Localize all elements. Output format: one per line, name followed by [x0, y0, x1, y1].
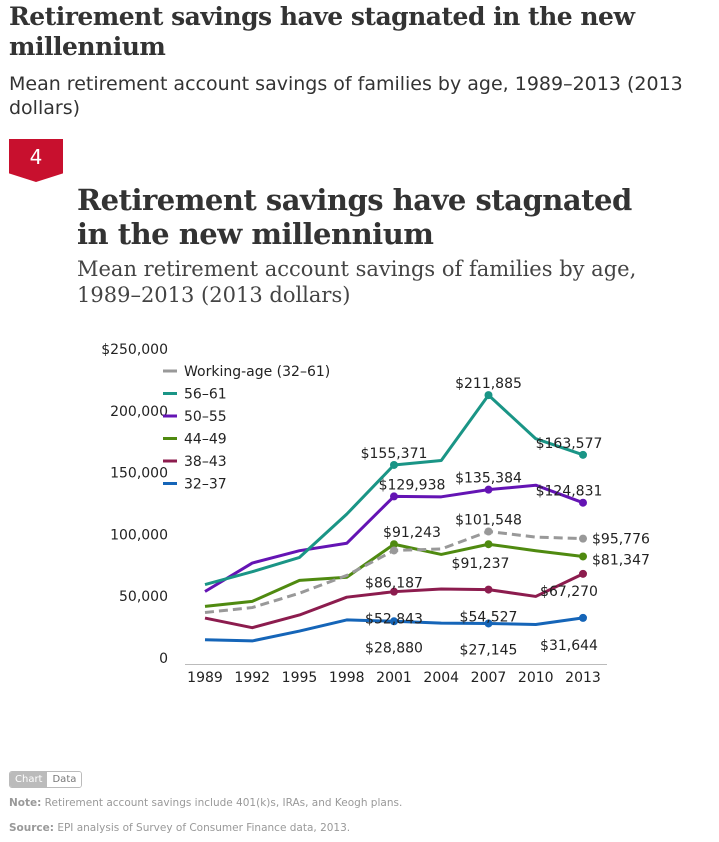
view-toggle: Chart Data: [9, 771, 83, 788]
chart-subtitle: Mean retirement account savings of famil…: [77, 257, 637, 307]
figure-number-badge: 4: [9, 139, 63, 182]
y-tick-label: 50,000: [119, 589, 168, 605]
data-label: $211,885: [455, 376, 522, 392]
data-point: [390, 492, 398, 501]
data-tab[interactable]: Data: [47, 772, 82, 787]
data-label: $86,187: [365, 575, 423, 591]
data-label: $81,347: [592, 552, 650, 568]
legend-label: 38–43: [184, 454, 227, 470]
data-label: $67,270: [540, 584, 598, 600]
data-point: [484, 391, 493, 400]
legend-label: 44–49: [184, 432, 227, 448]
data-point: [579, 552, 587, 561]
y-tick-label: 200,000: [110, 404, 168, 420]
x-tick-label: 2001: [376, 670, 412, 686]
x-tick-label: 2013: [565, 670, 601, 686]
data-point: [579, 534, 587, 543]
data-label: $28,880: [365, 640, 423, 656]
x-tick-label: 1992: [234, 670, 270, 686]
data-label: $163,577: [536, 436, 603, 452]
x-tick-label: 2007: [471, 670, 507, 686]
data-point: [579, 569, 587, 578]
data-point: [484, 619, 493, 628]
y-tick-label: 100,000: [110, 527, 168, 543]
data-point: [579, 498, 587, 507]
legend-label: 50–55: [184, 409, 227, 425]
x-tick-label: 1989: [187, 670, 223, 686]
y-tick-label: 150,000: [110, 466, 168, 482]
chart-title: Retirement savings have stagnated in the…: [77, 183, 632, 251]
data-point: [484, 540, 493, 549]
x-tick-label: 2004: [423, 670, 459, 686]
data-point: [484, 527, 493, 536]
y-tick-label: $250,000: [101, 342, 168, 358]
data-label: $135,384: [455, 471, 522, 487]
chart-source: Source: EPI analysis of Survey of Consum…: [9, 822, 350, 834]
page-subtitle: Mean retirement account savings of famil…: [9, 73, 683, 119]
data-label: $54,527: [460, 610, 518, 626]
source-label: Source:: [9, 822, 54, 834]
data-label: $52,843: [365, 612, 423, 628]
data-point: [579, 450, 587, 459]
chart-tab[interactable]: Chart: [10, 772, 48, 787]
data-point: [484, 585, 493, 594]
chart-note: Note: Retirement account savings include…: [9, 797, 402, 809]
data-label: $129,938: [379, 477, 446, 493]
line-chart: 1989 1992 1995 1998 2001 2004 2007 2010 2013 0 50,…: [101, 342, 650, 686]
data-label: $101,548: [455, 512, 522, 528]
y-tick-label: 0: [159, 651, 168, 667]
note-label: Note:: [9, 797, 42, 809]
data-point: [390, 617, 398, 626]
legend-label: Working-age (32–61): [184, 364, 330, 380]
x-tick-label: 1998: [329, 670, 365, 686]
data-point: [390, 540, 398, 549]
legend-label: 32–37: [184, 477, 227, 493]
x-tick-label: 2010: [518, 670, 554, 686]
data-label: $27,145: [460, 642, 518, 658]
data-label: $95,776: [592, 532, 650, 548]
data-point: [390, 587, 398, 596]
note-text: Retirement account savings include 401(k…: [41, 797, 403, 809]
x-tick-label: 1995: [282, 670, 318, 686]
data-point: [390, 460, 398, 469]
data-point: [579, 613, 587, 622]
data-label: $124,831: [536, 484, 603, 500]
legend-label: 56–61: [184, 387, 227, 403]
source-text: EPI analysis of Survey of Consumer Finan…: [53, 822, 351, 834]
data-point: [390, 546, 398, 555]
page-title: Retirement savings have stagnated in the…: [9, 2, 635, 61]
data-label: $31,644: [540, 638, 598, 654]
data-label: $155,371: [361, 446, 428, 462]
data-point: [484, 485, 493, 494]
data-label: $91,243: [383, 525, 441, 541]
data-label: $91,237: [452, 556, 510, 572]
